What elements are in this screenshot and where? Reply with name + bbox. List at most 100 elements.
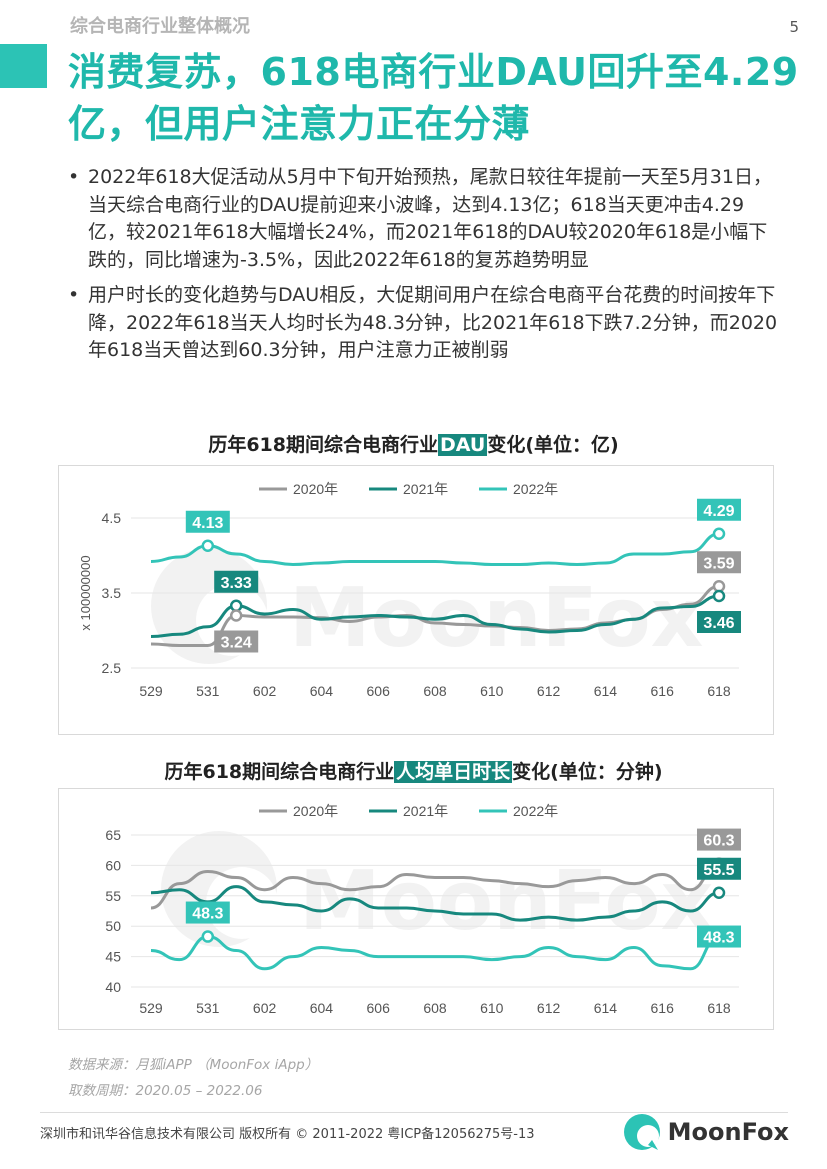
dau-legend-entry: 2021年 xyxy=(403,481,448,497)
logo-text: MoonFox xyxy=(667,1118,789,1146)
bullet-text: 用户时长的变化趋势与DAU相反，大促期间用户在综合电商平台花费的时间按年下降，2… xyxy=(88,284,778,361)
footer-copyright: 深圳市和讯华谷信息技术有限公司 版权所有 © 2011-2022 粤ICP备12… xyxy=(40,1127,535,1142)
svg-text:3.46: 3.46 xyxy=(703,615,734,632)
svg-text:55.5: 55.5 xyxy=(703,862,734,879)
time-series-line-2020年 xyxy=(150,862,720,910)
dau-y-tick-label: 4.5 xyxy=(102,510,122,526)
dau-x-tick-label: 602 xyxy=(253,683,277,699)
bullet-dot-icon: • xyxy=(68,166,80,188)
dau-point-marker xyxy=(712,589,726,603)
time-data-label: 55.5 xyxy=(697,857,741,880)
dau-point-marker xyxy=(201,539,215,552)
dau-x-tick-label: 608 xyxy=(423,683,447,699)
data-period: 取数周期：2020.05 – 2022.06 xyxy=(68,1083,263,1099)
time-data-label: 48.3 xyxy=(185,901,230,924)
svg-text:48.3: 48.3 xyxy=(703,930,734,947)
time-chart-title-highlight: 人均单日时长 xyxy=(394,761,513,783)
time-data-label: 60.3 xyxy=(697,828,741,851)
time-x-tick-label: 608 xyxy=(423,1000,447,1016)
dau-x-tick-label: 531 xyxy=(196,683,220,699)
dau-point-marker xyxy=(229,609,243,622)
dau-data-label: 4.29 xyxy=(697,498,741,521)
dau-legend-entry: 2020年 xyxy=(293,481,338,497)
time-legend-entry: 2020年 xyxy=(293,803,338,819)
time-legend-entry: 2022年 xyxy=(513,803,558,819)
time-x-tick-label: 606 xyxy=(367,1000,391,1016)
time-x-tick-label: 618 xyxy=(707,1000,731,1016)
dau-chart-title-post: 变化(单位：亿) xyxy=(487,434,619,456)
dau-data-label: 3.33 xyxy=(214,570,259,593)
svg-text:MoonFox: MoonFox xyxy=(299,854,714,949)
page-title: 消费复苏，618电商行业DAU回升至4.29亿，但用户注意力正在分薄 xyxy=(68,50,799,146)
svg-text:3.33: 3.33 xyxy=(221,575,252,592)
accent-block xyxy=(0,44,47,88)
time-x-tick-label: 531 xyxy=(196,1000,220,1016)
footer-logo: MoonFox xyxy=(622,1112,789,1152)
dau-data-label: 4.13 xyxy=(185,510,230,533)
time-series-line-2021年 xyxy=(150,885,720,922)
dau-x-tick-label: 606 xyxy=(367,683,391,699)
dau-chart-title-highlight: DAU xyxy=(437,434,488,456)
dau-chart-title: 历年618期间综合电商行业 DAU 变化(单位：亿) xyxy=(0,430,827,457)
time-y-tick-label: 50 xyxy=(105,918,121,934)
time-point-marker xyxy=(201,930,215,943)
footer-divider xyxy=(40,1112,788,1113)
bullet-list: • 2022年618大促活动从5月中下旬开始预热，尾款日较往年提前一天至5月31日… xyxy=(68,164,780,373)
dau-x-tick-label: 610 xyxy=(480,683,504,699)
bullet-item: • 用户时长的变化趋势与DAU相反，大促期间用户在综合电商平台花费的时间按年下降，… xyxy=(68,282,780,365)
dau-x-tick-label: 614 xyxy=(594,683,618,699)
dau-data-label: 3.59 xyxy=(697,551,741,574)
svg-text:60.3: 60.3 xyxy=(703,833,734,850)
dau-y-tick-label: 2.5 xyxy=(102,660,122,676)
time-point-marker xyxy=(712,886,726,900)
dau-point-marker xyxy=(712,527,726,540)
time-y-tick-label: 45 xyxy=(105,949,121,965)
dau-legend-entry: 2022年 xyxy=(513,481,558,497)
dau-x-tick-label: 616 xyxy=(651,683,675,699)
dau-chart-title-pre: 历年618期间综合电商行业 xyxy=(208,434,438,456)
svg-text:4.29: 4.29 xyxy=(703,503,734,520)
time-x-tick-label: 616 xyxy=(651,1000,675,1016)
time-y-tick-label: 40 xyxy=(105,979,121,995)
svg-text:4.13: 4.13 xyxy=(192,515,223,532)
svg-text:3.59: 3.59 xyxy=(703,555,734,572)
dau-data-label: 3.24 xyxy=(214,630,259,653)
time-chart-title-pre: 历年618期间综合电商行业 xyxy=(164,761,395,783)
dau-x-tick-label: 604 xyxy=(310,683,334,699)
time-chart-svg: MoonFox 65 60 55 50 45 40 529 531 602 604 606 608 610… xyxy=(105,803,741,1016)
dau-series-line-2021年 xyxy=(150,594,720,638)
time-data-label: 48.3 xyxy=(697,925,741,948)
dau-y-tick-label: 3.5 xyxy=(102,585,122,601)
dau-y-axis-label: x 100000000 xyxy=(78,555,93,630)
dau-data-label: 3.46 xyxy=(697,611,741,633)
svg-text:3.24: 3.24 xyxy=(221,635,252,652)
time-x-tick-label: 529 xyxy=(139,1000,163,1016)
data-source: 数据来源：月狐iAPP （MoonFox iApp） xyxy=(68,1057,319,1073)
page-number: 5 xyxy=(789,18,799,36)
time-x-tick-label: 614 xyxy=(594,1000,618,1016)
dau-x-tick-label: 618 xyxy=(707,683,731,699)
bullet-text: 2022年618大促活动从5月中下旬开始预热，尾款日较往年提前一天至5月31日，… xyxy=(88,166,772,271)
time-y-tick-label: 60 xyxy=(105,857,121,873)
time-series-line-2022年 xyxy=(150,935,720,971)
time-x-tick-label: 602 xyxy=(253,1000,277,1016)
time-y-tick-label: 55 xyxy=(105,888,121,904)
bullet-item: • 2022年618大促活动从5月中下旬开始预热，尾款日较往年提前一天至5月31日… xyxy=(68,164,780,274)
bullet-dot-icon: • xyxy=(68,284,80,306)
dau-x-tick-label: 612 xyxy=(537,683,561,699)
time-x-tick-label: 610 xyxy=(480,1000,504,1016)
time-legend-entry: 2021年 xyxy=(403,803,448,819)
time-chart-title: 历年618期间综合电商行业 人均单日时长 变化(单位：分钟) xyxy=(0,757,827,784)
time-x-tick-label: 604 xyxy=(310,1000,334,1016)
time-chart-title-post: 变化(单位：分钟) xyxy=(512,761,663,783)
dau-x-tick-label: 529 xyxy=(139,683,163,699)
dau-series-line-2022年 xyxy=(150,532,720,567)
svg-text:48.3: 48.3 xyxy=(192,906,223,923)
moonfox-logo-icon xyxy=(623,1114,660,1150)
time-x-tick-label: 612 xyxy=(537,1000,561,1016)
dau-chart: MoonFox 4.5 3.5 2.5 x 100000000 529 531 602 604 6… xyxy=(58,465,774,735)
time-chart: MoonFox 65 60 55 50 45 40 529 531 602 604 606 608 610… xyxy=(58,788,774,1030)
time-y-tick-label: 65 xyxy=(105,827,121,843)
section-label: 综合电商行业整体概况 xyxy=(70,16,250,37)
